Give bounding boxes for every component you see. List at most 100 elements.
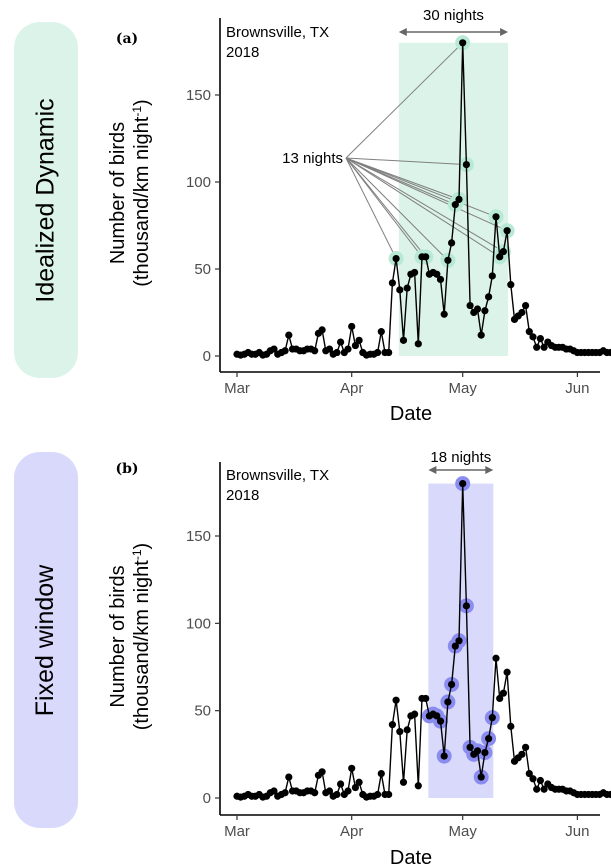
data-point	[422, 253, 430, 261]
data-point	[433, 270, 441, 278]
data-point	[377, 328, 385, 336]
data-point	[451, 201, 459, 209]
data-point	[536, 776, 545, 785]
data-point	[444, 256, 452, 264]
series-line	[236, 483, 611, 798]
panel-b: 0 50 100 150 Mar Apr May Jun Date Number of birds…	[107, 449, 611, 868]
bracket-label: 18 nights	[430, 449, 491, 466]
data-point	[396, 728, 404, 736]
x-tick-label: Mar	[224, 380, 250, 397]
data-point	[344, 787, 352, 795]
data-point	[433, 712, 441, 720]
data-point	[351, 783, 359, 792]
data-point	[503, 668, 511, 676]
data-point	[318, 326, 326, 334]
data-point	[392, 696, 400, 704]
data-point	[414, 782, 422, 790]
data-point	[525, 769, 533, 778]
data-point	[422, 694, 430, 703]
data-point	[496, 694, 504, 703]
bracket-arrow-left	[428, 466, 437, 474]
data-point	[440, 310, 448, 318]
data-point	[533, 785, 541, 793]
x-axis-title: Date	[390, 403, 432, 425]
callout-line	[345, 157, 427, 258]
data-point	[459, 39, 467, 47]
data-point	[411, 710, 419, 718]
panel-tag: (b)	[115, 461, 138, 477]
data-point	[414, 340, 422, 348]
data-point	[440, 752, 448, 760]
data-point	[448, 239, 456, 247]
data-point	[488, 272, 496, 280]
data-point	[462, 602, 470, 610]
y-tick-label: 150	[186, 87, 211, 104]
y-tick-label: 0	[203, 348, 211, 365]
data-point	[318, 768, 326, 776]
data-point	[388, 279, 396, 287]
callout-line	[345, 157, 500, 258]
data-point	[448, 680, 456, 689]
y-axis-unit-close: )	[131, 543, 153, 550]
data-point	[411, 268, 419, 277]
data-point	[444, 698, 452, 706]
data-point	[540, 785, 548, 793]
callout-line	[345, 157, 449, 261]
data-point	[396, 286, 404, 294]
y-tick-label: 100	[186, 615, 211, 632]
data-point	[507, 281, 515, 289]
callout-line	[345, 157, 497, 218]
data-point	[455, 637, 463, 645]
data-point	[285, 773, 293, 781]
y-tick-label: 50	[194, 703, 211, 720]
x-tick-label: Jun	[565, 380, 589, 397]
data-point	[459, 480, 467, 488]
data-point	[499, 689, 507, 697]
data-point	[399, 778, 408, 786]
data-point	[477, 331, 485, 339]
data-point	[466, 743, 474, 751]
data-point	[529, 333, 537, 341]
data-point	[522, 301, 530, 310]
bracket-arrow-right	[500, 28, 509, 36]
y-axis-unit-main: (thousand/km night	[131, 116, 153, 287]
y-axis-title: Number of birds	[107, 565, 129, 707]
data-point	[392, 254, 400, 263]
data-point	[488, 714, 496, 722]
bracket-arrow-right	[485, 466, 494, 474]
data-point	[473, 305, 482, 313]
data-point	[285, 331, 293, 339]
data-point	[311, 789, 319, 797]
data-point	[503, 227, 511, 235]
callout-line	[345, 42, 464, 159]
data-point	[355, 336, 363, 344]
data-point	[374, 790, 382, 799]
callout-line	[345, 157, 397, 259]
data-point	[607, 790, 611, 799]
y-axis-unit-main: (thousand/km night	[131, 560, 153, 731]
data-point	[455, 195, 463, 203]
data-point	[492, 213, 500, 221]
data-point	[403, 726, 411, 734]
data-point	[270, 345, 278, 353]
data-point	[473, 747, 482, 755]
location-label: Brownsville, TX	[226, 467, 329, 484]
panel-tag: (a)	[116, 31, 138, 47]
data-point	[270, 787, 278, 795]
data-point	[325, 345, 334, 353]
x-tick-label: May	[449, 823, 478, 840]
data-point	[492, 654, 500, 662]
data-point	[436, 717, 445, 725]
data-point	[518, 308, 526, 317]
y-axis-unit: (thousand/km night-1)	[130, 99, 153, 286]
data-point	[507, 722, 515, 730]
data-point	[529, 775, 537, 783]
data-point	[525, 328, 533, 336]
data-point	[499, 248, 507, 256]
data-point	[351, 341, 359, 350]
data-point	[355, 778, 363, 786]
y-axis-unit-sup: -1	[130, 106, 144, 117]
data-point	[496, 253, 504, 261]
x-axis-title: Date	[390, 847, 432, 868]
